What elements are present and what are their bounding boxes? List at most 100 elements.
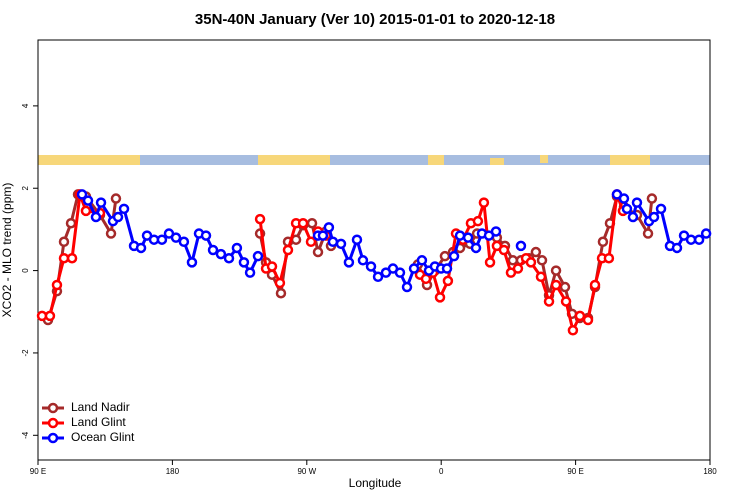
point [65, 217, 77, 229]
point [105, 228, 117, 239]
point [582, 314, 594, 326]
point [112, 211, 124, 223]
point [700, 228, 712, 239]
point [515, 240, 527, 252]
point [327, 236, 339, 248]
point [401, 281, 413, 293]
point [472, 215, 484, 227]
point [394, 267, 406, 278]
point [110, 193, 122, 204]
point [231, 242, 243, 254]
x-tick-label: 90 W [297, 467, 316, 476]
point [305, 236, 317, 248]
point [470, 242, 482, 254]
point [186, 257, 198, 268]
x-tick-label: 0 [439, 467, 444, 476]
plot-frame [37, 39, 711, 461]
point [567, 325, 579, 336]
legend-label: Land Glint [71, 415, 126, 429]
point [490, 226, 502, 237]
point [282, 244, 294, 256]
point [525, 257, 537, 268]
point [535, 271, 547, 283]
point [95, 197, 107, 208]
point [603, 252, 615, 264]
point [275, 287, 287, 299]
x-tick-label: 90 E [567, 467, 583, 476]
point [655, 203, 667, 215]
point [408, 263, 420, 274]
point [646, 193, 658, 204]
point [543, 296, 555, 307]
land-ocean-strip [38, 155, 710, 165]
point [343, 257, 355, 268]
chart-title: 35N-40N January (Ver 10) 2015-01-01 to 2… [195, 11, 555, 28]
legend-label: Ocean Glint [71, 430, 135, 444]
y-tick-label: 4 [21, 103, 30, 108]
point [351, 234, 363, 245]
point [66, 252, 78, 264]
point [254, 213, 266, 225]
point [685, 234, 697, 245]
point [135, 242, 147, 254]
point [589, 279, 601, 291]
y-tick-label: 0 [21, 268, 30, 273]
point [200, 230, 212, 241]
point [560, 296, 572, 307]
point [238, 257, 250, 268]
point [550, 265, 562, 276]
point [178, 236, 190, 248]
point [462, 232, 474, 243]
point [312, 246, 324, 258]
point [597, 236, 609, 248]
point [507, 255, 519, 266]
point [215, 248, 227, 260]
point [627, 211, 639, 223]
point [365, 261, 377, 272]
point [90, 211, 102, 223]
point [82, 195, 94, 206]
point [448, 250, 460, 262]
y-axis-label: XCO2 - MLO trend (ppm) [0, 183, 14, 318]
point [618, 193, 630, 204]
x-axis-label: Longitude [349, 476, 402, 490]
point [266, 261, 278, 272]
point [335, 238, 347, 250]
legend-swatch [47, 402, 59, 414]
point [642, 228, 654, 239]
point [223, 252, 235, 264]
point [317, 230, 329, 241]
legend-swatch [47, 432, 59, 444]
point [648, 211, 660, 223]
y-tick-label: -4 [21, 431, 30, 439]
point [372, 271, 384, 283]
point [454, 230, 466, 241]
point [439, 250, 451, 262]
point [559, 281, 571, 293]
point [484, 257, 496, 268]
point [252, 250, 264, 262]
point [434, 292, 446, 303]
point [297, 217, 309, 229]
point [631, 197, 643, 208]
point [80, 205, 92, 217]
x-tick-label: 90 E [30, 467, 46, 476]
point [306, 217, 318, 229]
point [530, 246, 542, 258]
point [693, 234, 705, 245]
point [207, 244, 219, 256]
point [156, 234, 168, 245]
point [442, 275, 454, 287]
point [536, 255, 548, 266]
point [274, 277, 286, 289]
point [574, 310, 586, 322]
point [498, 244, 510, 256]
y-tick-label: -2 [21, 349, 30, 357]
point [244, 267, 256, 278]
x-tick-label: 180 [166, 467, 180, 476]
legend-swatch [47, 417, 59, 429]
point [58, 252, 70, 264]
point [170, 232, 182, 243]
point [58, 236, 70, 248]
